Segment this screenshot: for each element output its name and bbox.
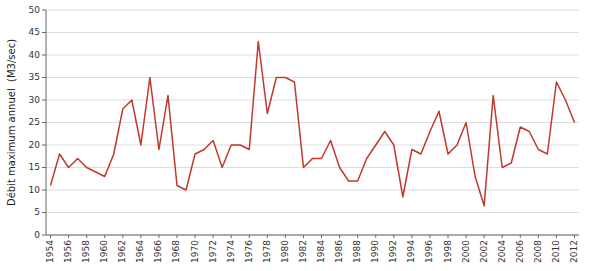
- x-tick-label: 1970: [190, 240, 200, 263]
- grid-line: [46, 167, 579, 168]
- x-tick-label: 1974: [226, 240, 236, 263]
- x-tick-label: 1978: [262, 240, 272, 263]
- y-axis-line: [46, 10, 47, 235]
- y-tick-label: 40: [29, 50, 41, 60]
- x-tick-label: 1988: [352, 240, 362, 263]
- y-tick-label: 45: [29, 27, 40, 37]
- y-tick-label: 50: [29, 5, 41, 15]
- x-tick-label: 1954: [45, 240, 55, 263]
- x-tick-label: 2004: [497, 240, 507, 263]
- y-tick: [42, 190, 46, 191]
- x-tick-label: 1980: [280, 240, 290, 263]
- y-tick-label: 5: [34, 207, 40, 217]
- x-tick-label: 1992: [388, 240, 398, 263]
- x-tick-label: 1972: [208, 240, 218, 263]
- chart: 0 5 10 15 20 25 30 35 40 45 50 1954 1956 1958 1960 1962…: [0, 0, 591, 271]
- y-tick: [42, 100, 46, 101]
- grid: [46, 10, 579, 235]
- grid-line: [46, 100, 579, 101]
- y-tick-label: 0: [34, 230, 40, 240]
- y-tick: [42, 122, 46, 123]
- plot-area: [51, 42, 575, 206]
- x-tick-label: 1966: [153, 240, 163, 263]
- y-tick-label: 20: [29, 140, 41, 150]
- x-tick-label: 1984: [316, 240, 326, 263]
- x-tick-label: 1982: [298, 240, 308, 263]
- x-tick-label: 1958: [81, 240, 91, 263]
- grid-line: [46, 235, 579, 236]
- x-tick-label: 2000: [461, 240, 471, 263]
- y-tick: [42, 167, 46, 168]
- x-tick-label: 1976: [244, 240, 254, 263]
- y-tick: [42, 212, 46, 213]
- axes: 0 5 10 15 20 25 30 35 40 45 50 1954 1956 1958 1960 1962…: [29, 5, 579, 263]
- y-tick-label: 15: [29, 162, 40, 172]
- y-tick: [42, 55, 46, 56]
- x-tick-label: 2012: [569, 240, 579, 263]
- grid-line: [46, 10, 579, 11]
- y-tick: [42, 77, 46, 78]
- y-tick: [42, 10, 46, 11]
- grid-line: [46, 212, 579, 213]
- grid-line: [46, 32, 579, 33]
- x-tick-label: 1998: [443, 240, 453, 263]
- y-tick: [42, 32, 46, 33]
- x-tick-label: 1960: [99, 240, 109, 263]
- y-tick-label: 10: [29, 185, 41, 195]
- y-tick-label: 35: [29, 72, 40, 82]
- x-tick-label: 1968: [171, 240, 181, 263]
- y-tick: [42, 235, 46, 236]
- x-tick-label: 1964: [135, 240, 145, 263]
- grid-line: [46, 122, 579, 123]
- x-tick-label: 1962: [117, 240, 127, 263]
- y-tick: [42, 145, 46, 146]
- x-tick-label: 2006: [515, 240, 525, 263]
- grid-line: [46, 190, 579, 191]
- background: [0, 0, 591, 271]
- data-line: [51, 42, 575, 206]
- x-tick-label: 1994: [406, 240, 416, 263]
- x-tick-label: 2002: [479, 240, 489, 263]
- y-tick-label: 25: [29, 117, 40, 127]
- x-tick-label: 1986: [334, 240, 344, 263]
- y-axis-label: Débit maximum annuel (M3/sec): [6, 39, 17, 206]
- x-tick-label: 1996: [424, 240, 434, 263]
- x-tick-label: 1990: [370, 240, 380, 263]
- x-tick-label: 1956: [63, 240, 73, 263]
- y-tick-label: 30: [29, 95, 41, 105]
- x-axis-line: [46, 235, 579, 236]
- x-tick-label: 2010: [551, 240, 561, 263]
- grid-line: [46, 77, 579, 78]
- grid-line: [46, 55, 579, 56]
- x-tick-label: 2008: [533, 240, 543, 263]
